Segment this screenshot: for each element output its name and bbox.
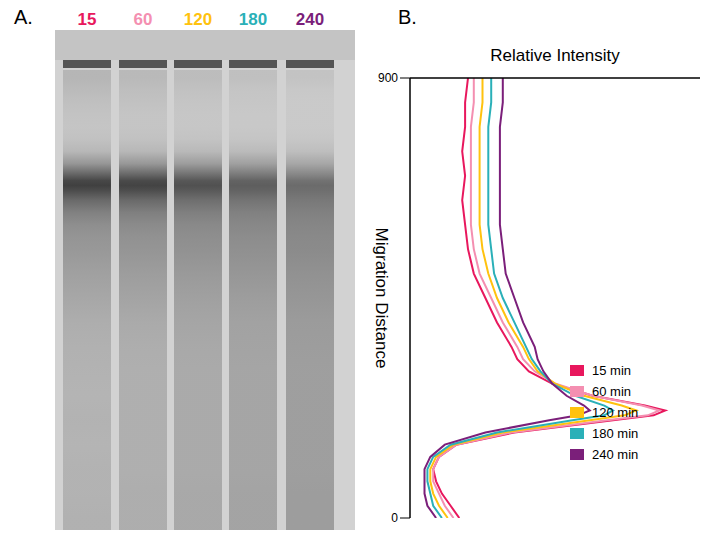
html-text:15 min: 15 min: [592, 363, 631, 378]
html-text:240 min: 240 min: [592, 447, 639, 462]
html-text:A.: A.: [14, 6, 33, 28]
svg-text:0: 0: [391, 511, 398, 525]
html-text:B.: B.: [398, 6, 417, 28]
html-text:180: 180: [238, 10, 268, 29]
html-text:Relative Intensity: Relative Intensity: [490, 46, 620, 65]
html-text:180 min: 180 min: [592, 426, 639, 441]
html-text:60 min: 60 min: [592, 384, 631, 399]
svg-text:Migration Distance: Migration Distance: [372, 228, 391, 369]
html-text:60: 60: [133, 10, 153, 29]
html-text:120 min: 120 min: [592, 405, 639, 420]
html-text:15: 15: [77, 10, 97, 29]
svg-text:900: 900: [378, 71, 398, 85]
html-text:120: 120: [183, 10, 213, 29]
html-text:240: 240: [295, 10, 325, 29]
